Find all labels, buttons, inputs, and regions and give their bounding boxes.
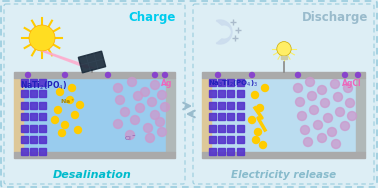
Text: Cl$^-$: Cl$^-$ <box>124 134 136 142</box>
Bar <box>226 113 234 120</box>
Circle shape <box>248 117 256 124</box>
Bar <box>39 79 45 86</box>
Bar <box>29 90 37 97</box>
Circle shape <box>141 87 150 96</box>
Bar <box>226 148 234 155</box>
Bar <box>20 102 28 108</box>
Bar <box>237 148 243 155</box>
Circle shape <box>71 111 79 118</box>
Bar <box>39 136 45 143</box>
Bar <box>29 113 37 120</box>
Bar <box>217 113 225 120</box>
Circle shape <box>163 73 167 77</box>
Bar <box>14 78 23 152</box>
Text: AgCl: AgCl <box>342 79 362 88</box>
Bar <box>20 148 28 155</box>
Circle shape <box>257 105 263 111</box>
Circle shape <box>327 127 336 136</box>
Bar <box>226 124 234 131</box>
Circle shape <box>310 105 319 114</box>
Circle shape <box>251 92 259 99</box>
Bar <box>39 148 45 155</box>
Bar <box>237 90 243 97</box>
Text: NaTi$_2$(PO$_4$): NaTi$_2$(PO$_4$) <box>20 79 67 92</box>
Circle shape <box>54 106 62 114</box>
Bar <box>281 55 287 59</box>
Circle shape <box>333 92 342 102</box>
Bar <box>39 113 45 120</box>
Bar <box>217 79 225 86</box>
Circle shape <box>296 73 301 77</box>
Circle shape <box>253 136 260 143</box>
Bar <box>20 113 28 120</box>
Circle shape <box>260 142 266 149</box>
Circle shape <box>355 73 361 77</box>
Circle shape <box>158 127 166 136</box>
Circle shape <box>135 104 144 112</box>
Text: Charge: Charge <box>129 11 176 24</box>
Circle shape <box>155 118 164 127</box>
Circle shape <box>301 126 310 134</box>
Text: Ag: Ag <box>161 79 172 88</box>
Text: Discharge: Discharge <box>302 11 368 24</box>
Circle shape <box>121 108 130 117</box>
Bar <box>226 102 234 108</box>
Circle shape <box>51 117 59 124</box>
Bar <box>209 124 215 131</box>
Bar <box>217 124 225 131</box>
Bar <box>20 90 28 97</box>
Circle shape <box>307 92 316 101</box>
Circle shape <box>59 130 65 136</box>
Circle shape <box>318 133 327 143</box>
Bar <box>209 79 215 86</box>
Circle shape <box>146 133 155 143</box>
Circle shape <box>150 80 160 89</box>
Bar <box>226 136 234 143</box>
Bar <box>217 148 225 155</box>
Bar <box>237 102 243 108</box>
Bar <box>209 136 215 143</box>
Circle shape <box>313 121 322 130</box>
Bar <box>20 124 28 131</box>
Bar <box>29 102 37 108</box>
Circle shape <box>68 84 76 92</box>
Bar <box>14 152 175 158</box>
Circle shape <box>336 108 344 117</box>
Circle shape <box>296 98 305 106</box>
Bar <box>29 79 37 86</box>
Circle shape <box>113 120 122 129</box>
Bar <box>166 78 175 152</box>
Circle shape <box>147 98 156 106</box>
Circle shape <box>347 111 356 121</box>
Circle shape <box>161 102 169 111</box>
Bar <box>237 136 243 143</box>
Bar <box>23 78 166 152</box>
Circle shape <box>62 121 68 129</box>
Bar <box>39 124 45 131</box>
Bar <box>237 113 243 120</box>
Circle shape <box>127 77 136 86</box>
Circle shape <box>133 92 143 101</box>
Bar <box>217 136 225 143</box>
Circle shape <box>105 73 110 77</box>
Circle shape <box>130 115 139 124</box>
Bar <box>237 79 243 86</box>
Circle shape <box>345 99 355 108</box>
Circle shape <box>254 129 262 136</box>
Circle shape <box>158 90 166 99</box>
Bar <box>226 79 234 86</box>
Circle shape <box>342 73 347 77</box>
Circle shape <box>344 83 353 92</box>
Bar <box>217 102 225 108</box>
Circle shape <box>29 25 55 51</box>
Bar <box>39 102 45 108</box>
Circle shape <box>304 137 313 146</box>
Circle shape <box>25 73 31 77</box>
Circle shape <box>297 111 307 121</box>
Circle shape <box>277 42 291 56</box>
Circle shape <box>341 121 350 130</box>
Circle shape <box>125 130 135 139</box>
Circle shape <box>324 114 333 123</box>
Bar <box>356 78 365 152</box>
